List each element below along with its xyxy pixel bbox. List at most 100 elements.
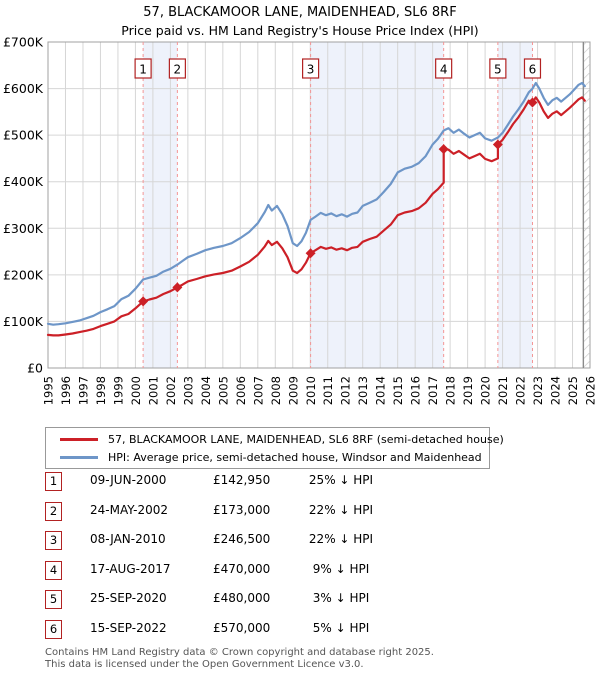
transaction-date: 17-AUG-2017: [90, 561, 171, 576]
event-marker-4: [438, 144, 449, 155]
transaction-row-5: 5 25-SEP-2020 £480,000 3% ↓ HPI: [45, 590, 555, 610]
event-label-1: 1: [139, 63, 147, 77]
event-label-box-4: [435, 58, 453, 79]
transaction-row-3: 3 08-JAN-2010 £246,500 22% ↓ HPI: [45, 531, 555, 551]
x-tick-label: 1999: [111, 376, 125, 405]
transaction-number: 4: [45, 560, 62, 580]
y-tick-label: £300K: [3, 221, 44, 236]
event-marker-3: [305, 248, 316, 259]
event-label-box-5: [489, 58, 507, 79]
x-tick-label: 2000: [129, 376, 143, 405]
transaction-hpi-delta: 9% ↓ HPI: [312, 561, 370, 576]
transaction-price: £470,000: [213, 561, 271, 576]
x-tick-label: 2024: [549, 376, 563, 405]
transaction-price: £570,000: [213, 621, 271, 635]
event-markers: [138, 97, 538, 307]
x-tick-label: 2002: [164, 376, 178, 405]
y-tick-label: £500K: [3, 128, 44, 143]
event-label-box-1: [134, 58, 152, 79]
transaction-number: 3: [45, 531, 62, 551]
x-tick-label: 2016: [409, 376, 423, 405]
transaction-price: £142,950: [213, 473, 271, 487]
hpi-line: [46, 81, 586, 326]
hpi-line-group: [46, 81, 586, 326]
plot-grid: [47, 41, 591, 369]
y-axis-labels: £0 £100K £200K £300K £400K £500K £600K £700K: [3, 35, 44, 376]
x-tick-label: 2021: [496, 376, 510, 405]
transaction-price: £246,500: [213, 532, 271, 547]
ownership-band: [143, 42, 178, 368]
transaction-date: 15-SEP-2022: [90, 621, 167, 635]
x-tick-label: 2007: [251, 376, 265, 405]
transaction-number: 1: [45, 472, 62, 491]
event-label-3: 3: [307, 63, 315, 77]
x-tick-label: 2018: [444, 376, 458, 405]
event-labels: 1 2 3 4 5 6: [134, 58, 542, 79]
transaction-date: 08-JAN-2010: [90, 532, 166, 547]
legend-swatch: [60, 455, 98, 459]
transaction-row-6: 6 15-SEP-2022 £570,000 5% ↓ HPI: [45, 620, 555, 640]
legend-label: HPI: Average price, semi-detached house,…: [108, 450, 482, 464]
future-hatch-area: [583, 42, 590, 368]
x-tick-label: 2015: [391, 376, 405, 405]
footer-line-2: This data is licensed under the Open Gov…: [45, 658, 364, 670]
y-tick-label: £200K: [3, 267, 44, 282]
ownership-bands: [143, 42, 533, 368]
transaction-number: 6: [45, 620, 62, 639]
event-label-2: 2: [174, 63, 182, 77]
y-tick-label: £600K: [3, 81, 44, 96]
event-label-box-2: [168, 58, 186, 79]
transaction-hpi-delta: 22% ↓ HPI: [308, 532, 374, 547]
event-label-4: 4: [440, 63, 448, 77]
x-tick-label: 2023: [531, 376, 545, 405]
x-tick-label: 1996: [59, 376, 73, 405]
event-label-box-6: [523, 58, 542, 79]
x-tick-label: 2006: [234, 376, 248, 405]
x-tick-label: 1998: [94, 376, 108, 405]
x-tick-label: 2017: [426, 376, 440, 405]
x-tick-label: 2010: [304, 376, 318, 405]
x-tick-label: 2026: [584, 376, 598, 405]
x-tick-label: 1997: [76, 376, 90, 405]
legend-swatch: [60, 437, 98, 441]
event-marker-1: [138, 296, 149, 307]
x-tick-label: 2022: [514, 376, 528, 405]
transaction-row-2: 2 24-MAY-2002 £173,000 22% ↓ HPI: [45, 501, 555, 522]
legend-item-0: 57, BLACKAMOOR LANE, MAIDENHEAD, SL6 8RF…: [46, 430, 504, 448]
legend-item-1: HPI: Average price, semi-detached house,…: [46, 448, 489, 466]
transaction-date: 25-SEP-2020: [90, 591, 167, 606]
x-tick-label: 1995: [42, 376, 56, 405]
event-lines: [142, 42, 533, 368]
x-tick-label: 2008: [269, 376, 283, 405]
chart-legend: 57, BLACKAMOOR LANE, MAIDENHEAD, SL6 8RF…: [45, 427, 504, 469]
x-tick-label: 2020: [479, 376, 493, 405]
transaction-date: 09-JUN-2000: [90, 473, 167, 487]
x-tick-label: 2025: [566, 376, 580, 405]
transaction-price: £173,000: [213, 502, 271, 517]
x-tick-label: 2019: [461, 376, 475, 405]
transaction-date: 24-MAY-2002: [90, 502, 169, 517]
event-marker-5: [492, 139, 503, 150]
x-tick-label: 2005: [216, 376, 230, 405]
transaction-number: 2: [45, 501, 62, 521]
price-line-group: [46, 96, 586, 337]
event-label-6: 6: [529, 63, 537, 77]
x-tick-label: 2014: [374, 376, 388, 405]
y-tick-label: £700K: [3, 35, 44, 50]
transaction-row-1: 1 09-JUN-2000 £142,950 25% ↓ HPI: [45, 472, 555, 492]
transaction-hpi-delta: 22% ↓ HPI: [308, 502, 374, 517]
x-axis-labels: 1995 1996 1997 1998 1999 2000 2001 2002 2003 2004…: [42, 376, 598, 405]
event-marker-2: [172, 282, 183, 293]
transaction-hpi-delta: 25% ↓ HPI: [308, 473, 374, 487]
y-tick-label: £0: [27, 361, 43, 376]
x-tick-label: 2003: [181, 376, 195, 405]
price-chart: 1 2 3 4 5 6 £0 £100K £200K £300K £400K £500K £600K £7…: [3, 35, 598, 406]
event-label-5: 5: [494, 63, 502, 77]
price-line: [46, 96, 586, 337]
y-tick-label: £400K: [3, 174, 44, 189]
x-tick-label: 2001: [146, 376, 160, 405]
page-subtitle: Price paid vs. HM Land Registry's House …: [121, 23, 479, 38]
future-hatch: [582, 42, 590, 368]
transaction-price: £480,000: [213, 591, 271, 606]
